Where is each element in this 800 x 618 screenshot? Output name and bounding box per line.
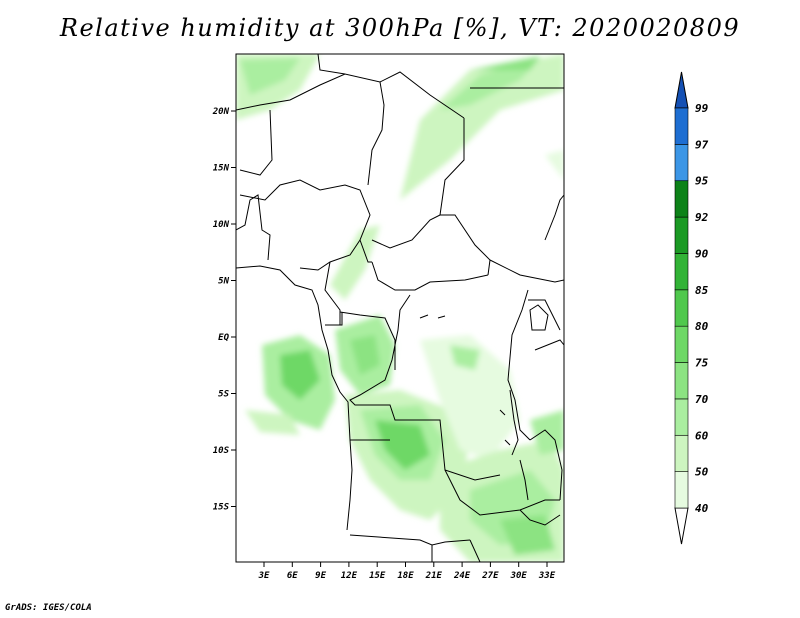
colorbar-bin — [674, 398, 689, 436]
lon-tick-label: 9E — [315, 571, 326, 581]
colorbar-label: 70 — [695, 393, 709, 406]
lon-tick-label: 30E — [510, 571, 528, 581]
border-south — [431, 539, 481, 562]
border-niger — [239, 109, 273, 176]
lon-tick-label: 3E — [258, 571, 270, 581]
colorbar-bin — [674, 144, 689, 182]
border-lake — [509, 389, 529, 501]
colorbar-label: 85 — [695, 284, 709, 297]
lake-2 — [499, 409, 511, 446]
coastline-west — [236, 265, 353, 531]
border-uganda — [528, 299, 561, 331]
border-car — [371, 214, 441, 249]
lake-1 — [419, 314, 446, 319]
lat-tick-label: 15S — [213, 503, 230, 513]
colorbar-label: 95 — [695, 175, 709, 188]
lon-tick-label: 12E — [341, 571, 358, 581]
colorbar-high-triangle — [674, 71, 689, 109]
credit-text: GrADS: IGES/COLA — [5, 603, 92, 613]
humidity-shading — [236, 54, 564, 562]
colorbar-bin — [674, 471, 689, 509]
border-west-small — [236, 194, 271, 261]
colorbar-bin — [674, 434, 689, 472]
colorbar-bin — [674, 216, 689, 254]
colorbar-bin — [674, 180, 689, 218]
lat-tick-label: 5N — [218, 277, 229, 287]
colorbar-label: 80 — [695, 320, 709, 333]
border-drc — [349, 294, 501, 481]
longitude-axis: 3E 6E 9E 12E 15E 18E 21E 24E 27E 30E 33E — [258, 562, 556, 581]
colorbar-bin — [674, 107, 689, 145]
border-congo — [339, 311, 396, 370]
colorbar-label: 40 — [695, 502, 709, 515]
border-zambia — [444, 469, 560, 516]
humidity-streak-central — [330, 225, 380, 300]
lon-tick-label: 21E — [425, 571, 443, 581]
colorbar-low-triangle — [674, 507, 689, 545]
borders — [236, 54, 564, 562]
latitude-axis: 20N 15N 10N 5N EQ 5S 10S 15S — [212, 107, 236, 513]
lon-tick-label: 15E — [369, 571, 386, 581]
colorbar-bin — [674, 289, 689, 327]
border-ethiopia — [544, 194, 564, 241]
lat-tick-label: 5S — [218, 390, 229, 400]
colorbar: 40 50 60 70 75 80 85 90 92 95 97 99 — [674, 71, 709, 545]
border-mali — [367, 81, 385, 186]
colorbar-bin — [674, 253, 689, 291]
border-chad-east — [439, 118, 491, 276]
border-drc-east — [507, 289, 531, 441]
lon-tick-label: 27E — [481, 571, 499, 581]
colorbar-label: 92 — [695, 211, 709, 224]
lat-tick-label: 10N — [213, 220, 230, 230]
lat-tick-label: 20N — [212, 107, 230, 117]
lon-tick-label: 33E — [538, 571, 556, 581]
colorbar-label: 60 — [695, 429, 709, 442]
map-frame — [235, 53, 565, 563]
colorbar-bin — [674, 325, 689, 363]
border-tanzania — [529, 339, 564, 501]
humidity-area-east — [420, 335, 520, 460]
colorbar-bin — [674, 362, 689, 400]
colorbar-label: 50 — [695, 466, 709, 479]
lat-tick-label: 10S — [213, 446, 230, 456]
border-gabon — [325, 312, 343, 326]
humidity-band-ne — [400, 54, 564, 200]
colorbar-label: 97 — [695, 138, 709, 151]
lake-victoria — [529, 304, 549, 331]
chart-title: Relative humidity at 300hPa [%], VT: 202… — [59, 14, 741, 42]
colorbar-label: 75 — [695, 357, 709, 370]
border-cameroon — [324, 239, 372, 325]
colorbar-label: 99 — [695, 102, 709, 115]
border-mozambique — [519, 509, 561, 526]
border-sudan-s — [489, 259, 564, 283]
lat-tick-label: EQ — [218, 333, 229, 343]
lat-tick-label: 15N — [213, 164, 230, 174]
border-car-s — [371, 261, 489, 291]
colorbar-label: 90 — [695, 247, 709, 260]
border-north-2 — [317, 54, 346, 75]
lon-tick-label: 6E — [287, 571, 298, 581]
lon-tick-label: 18E — [397, 571, 414, 581]
lon-tick-label: 24E — [453, 571, 471, 581]
